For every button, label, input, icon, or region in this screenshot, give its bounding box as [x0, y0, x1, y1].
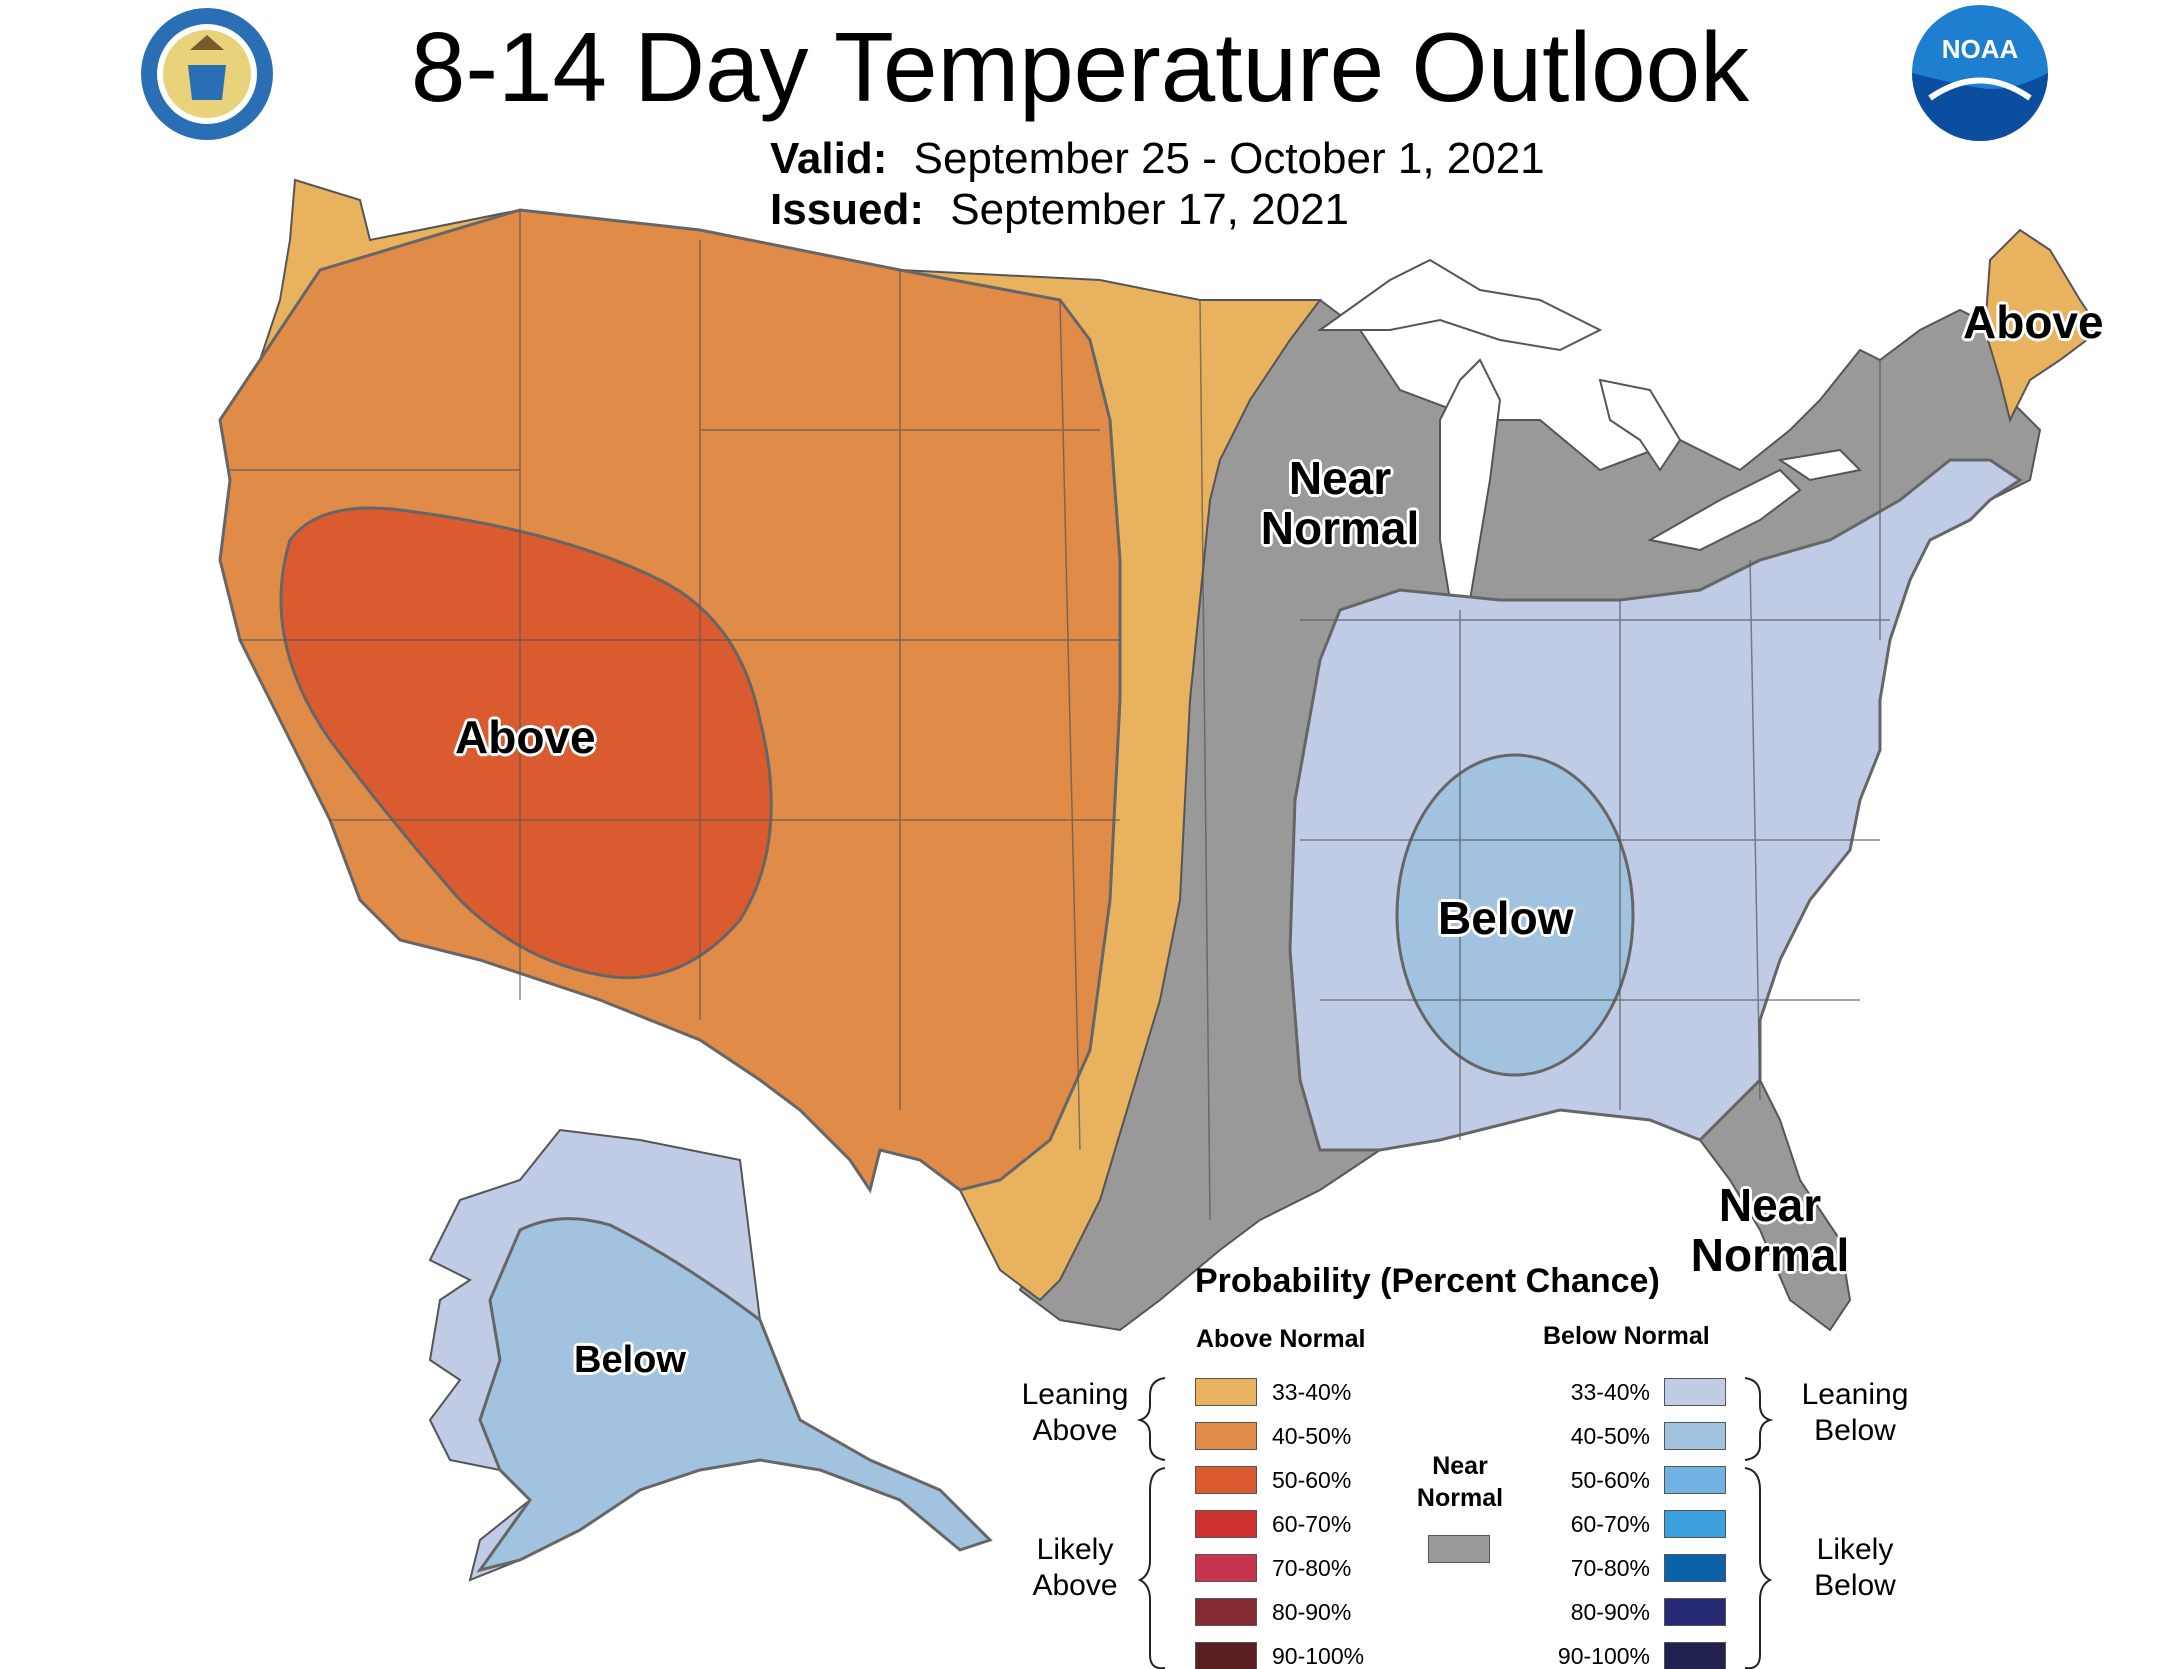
legend-leaning-below: Leaning Below — [1790, 1377, 1920, 1449]
label-southeast-below: Below — [1438, 892, 1574, 944]
brace-likely-below — [1744, 1467, 1773, 1669]
brace-likely-above — [1137, 1467, 1166, 1669]
legend-above-swatch — [1195, 1554, 1257, 1582]
label-midwest-near-normal: Near Normal — [1245, 453, 1435, 553]
legend-below-label: 80-90% — [1570, 1599, 1650, 1625]
legend-likely-above: Likely Above — [1010, 1532, 1140, 1604]
likely-above-line2: Above — [1032, 1569, 1118, 1602]
legend-near-header: Near Normal — [1410, 1450, 1510, 1514]
leaning-below-line2: Below — [1814, 1414, 1896, 1447]
legend-near-line1: Near — [1432, 1452, 1488, 1480]
legend-above-swatch — [1195, 1642, 1257, 1669]
leaning-above-maine — [1983, 228, 2102, 423]
legend-below-swatch — [1664, 1642, 1726, 1669]
legend-above-label: 70-80% — [1272, 1555, 1352, 1581]
leaning-below-line1: Leaning — [1801, 1378, 1909, 1411]
legend-title: Probability (Percent Chance) — [1195, 1262, 1660, 1300]
legend-above-swatch — [1195, 1510, 1257, 1538]
legend-near-swatch — [1428, 1535, 1490, 1563]
leaning-above-line2: Above — [1032, 1414, 1118, 1447]
legend-below-swatch — [1664, 1598, 1726, 1626]
likely-above-line1: Likely — [1036, 1533, 1114, 1566]
legend-leaning-above: Leaning Above — [1010, 1377, 1140, 1449]
legend-above-header: Above Normal — [1196, 1325, 1366, 1353]
legend-below-header: Below Normal — [1543, 1322, 1710, 1350]
legend-below-swatch — [1664, 1466, 1726, 1494]
issued-date: September 17, 2021 — [950, 185, 1350, 234]
legend-below-label: 90-100% — [1557, 1643, 1650, 1669]
legend-above-label: 90-100% — [1272, 1643, 1365, 1669]
label-florida-near-normal: Near Normal — [1680, 1180, 1860, 1280]
likely-below-line1: Likely — [1816, 1533, 1894, 1566]
legend-below-swatch — [1664, 1510, 1726, 1538]
valid-label: Valid: — [770, 134, 888, 183]
legend-below-label: 60-70% — [1570, 1511, 1650, 1537]
brace-leaning-below — [1744, 1377, 1774, 1461]
legend-below-swatch — [1664, 1378, 1726, 1406]
issued-label: Issued: — [770, 185, 925, 234]
noaa-logo-icon: NOAA — [1912, 5, 2048, 141]
label-west-above: Above — [455, 711, 596, 763]
legend-below-label: 40-50% — [1570, 1423, 1650, 1449]
page-title: 8-14 Day Temperature Outlook — [410, 12, 1750, 122]
label-midwest-line2: Normal — [1260, 502, 1420, 554]
legend-above-label: 60-70% — [1272, 1511, 1352, 1537]
issued-line: Issued: September 17, 2021 — [770, 184, 1349, 236]
legend-above-swatch — [1195, 1466, 1257, 1494]
label-maine-above: Above — [1963, 296, 2104, 348]
legend-below-swatch — [1664, 1554, 1726, 1582]
legend-below-label: 70-80% — [1570, 1555, 1650, 1581]
alaska-below-40-50 — [476, 1217, 993, 1573]
legend-above-swatch — [1195, 1422, 1257, 1450]
likely-below-line2: Below — [1814, 1569, 1896, 1602]
legend-below-swatch — [1664, 1422, 1726, 1450]
below-40-50-southeast — [1395, 753, 1635, 1077]
leaning-above-line1: Leaning — [1021, 1378, 1129, 1411]
label-florida-line2: Normal — [1690, 1229, 1850, 1281]
brace-leaning-above — [1136, 1377, 1166, 1461]
above-50-60-region — [279, 506, 773, 980]
valid-line: Valid: September 25 - October 1, 2021 — [770, 133, 1545, 185]
commerce-seal-icon — [141, 8, 273, 140]
label-alaska-below: Below — [574, 1339, 686, 1381]
great-lakes — [1316, 258, 1863, 601]
legend-above-label: 80-90% — [1272, 1599, 1352, 1625]
noaa-text: NOAA — [1942, 34, 2019, 64]
legend-below-label: 33-40% — [1570, 1379, 1650, 1405]
label-midwest-line1: Near — [1288, 452, 1392, 504]
label-florida-line1: Near — [1718, 1179, 1822, 1231]
legend-likely-below: Likely Below — [1790, 1532, 1920, 1604]
state-boundaries — [230, 210, 1890, 1221]
legend-below-label: 50-60% — [1570, 1467, 1650, 1493]
valid-dates: September 25 - October 1, 2021 — [913, 134, 1545, 183]
legend-above-label: 33-40% — [1272, 1379, 1352, 1405]
legend-above-label: 50-60% — [1272, 1467, 1352, 1493]
legend-above-swatch — [1195, 1598, 1257, 1626]
legend-near-line2: Normal — [1416, 1484, 1504, 1512]
legend-above-label: 40-50% — [1272, 1423, 1352, 1449]
legend-above-swatch — [1195, 1378, 1257, 1406]
